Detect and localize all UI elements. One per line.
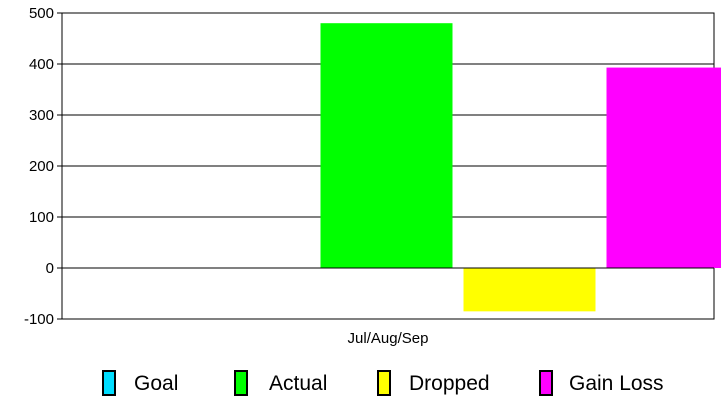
legend-label-actual: Actual	[269, 372, 327, 395]
legend: Goal Actual Dropped Gain Loss	[102, 370, 664, 396]
legend-label-goal: Goal	[134, 372, 178, 395]
y-tick-label: 200	[29, 158, 54, 175]
y-tick-label: 0	[46, 260, 54, 277]
bar-dropped	[463, 268, 596, 312]
y-tick-label: 400	[29, 56, 54, 73]
legend-item-actual: Actual	[234, 370, 327, 396]
legend-swatch-actual	[234, 370, 248, 396]
legend-item-gain-loss: Gain Loss	[539, 370, 664, 396]
legend-swatch-dropped	[377, 370, 391, 396]
legend-item-goal: Goal	[102, 370, 178, 396]
y-tick-label: 300	[29, 107, 54, 124]
legend-label-dropped: Dropped	[409, 372, 490, 395]
y-tick-label: 500	[29, 5, 54, 22]
y-tick-label: -100	[24, 311, 54, 328]
bar-actual	[320, 23, 453, 269]
legend-label-gain-loss: Gain Loss	[569, 372, 664, 395]
bar-gain-loss	[606, 67, 721, 268]
legend-swatch-gain-loss	[539, 370, 553, 396]
bars	[320, 23, 721, 312]
y-axis-ticks: -100 0 100 200 300 400 500	[24, 5, 62, 328]
y-tick-label: 100	[29, 209, 54, 226]
legend-swatch-goal	[102, 370, 116, 396]
category-label: Jul/Aug/Sep	[348, 330, 429, 347]
legend-item-dropped: Dropped	[377, 370, 490, 396]
